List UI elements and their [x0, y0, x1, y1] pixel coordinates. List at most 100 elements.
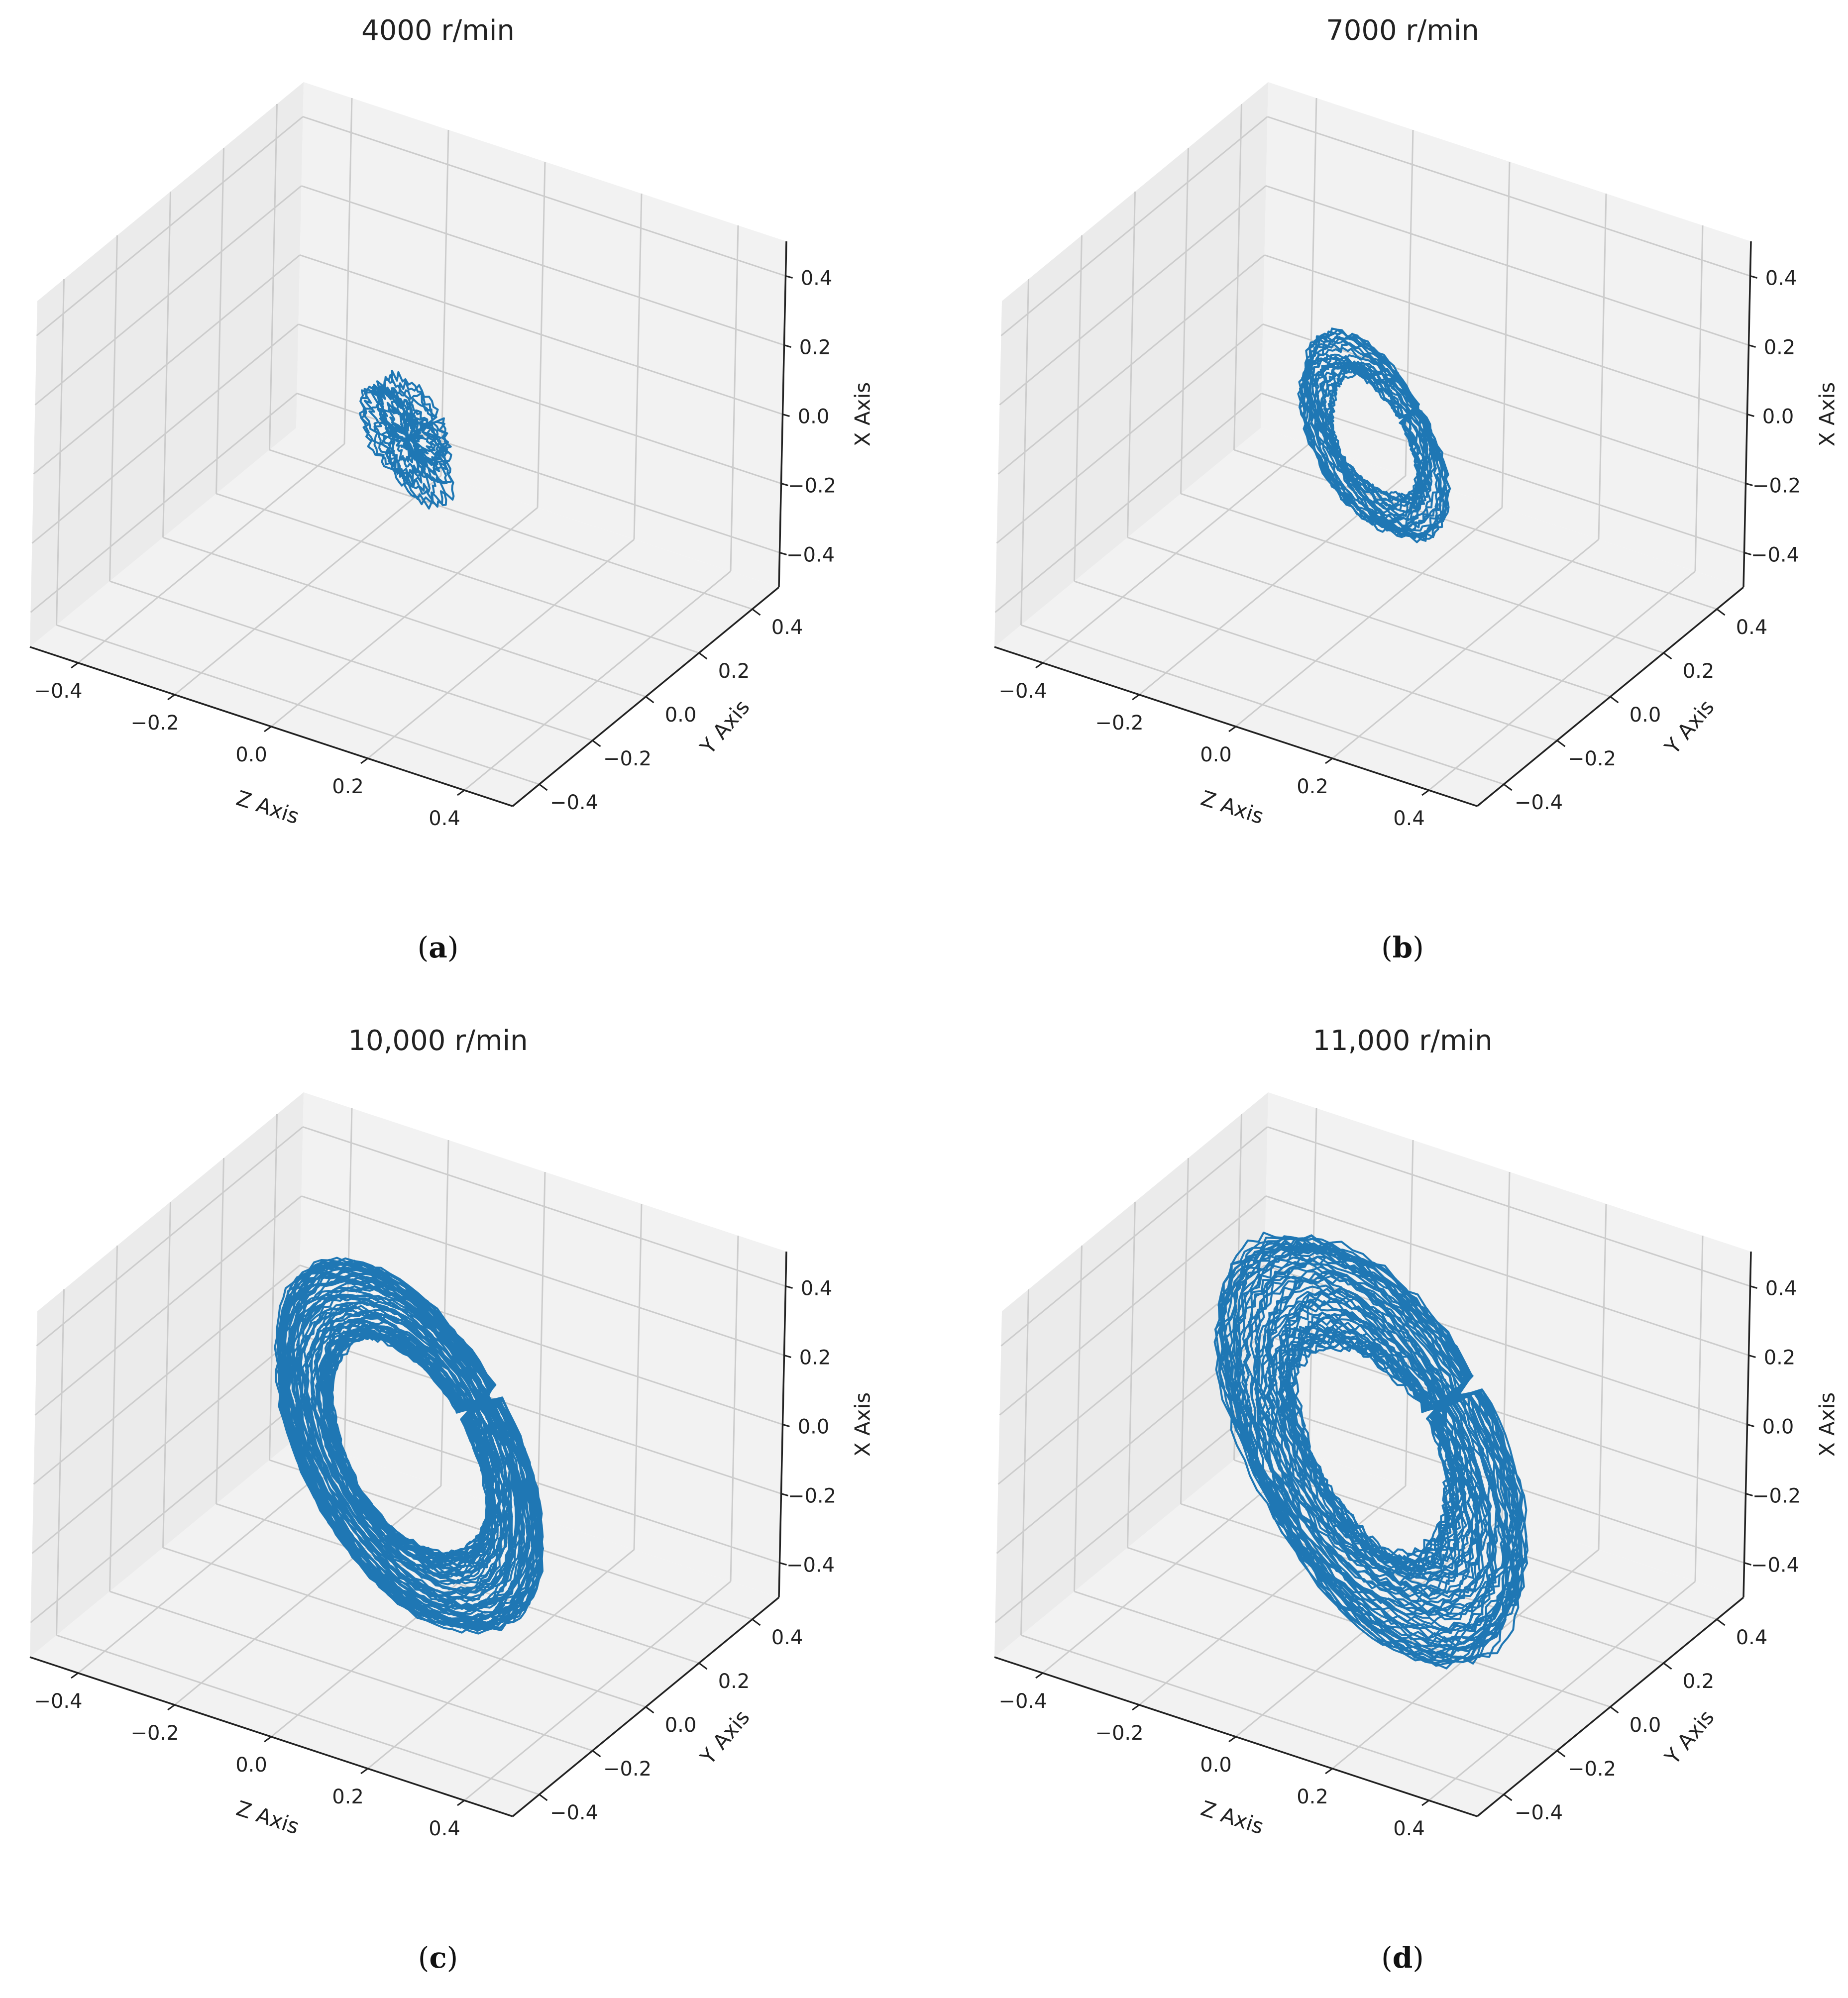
- z-tick: [167, 694, 175, 701]
- x-tick: [1750, 1285, 1757, 1289]
- z-axis-label: Z Axis: [233, 1796, 302, 1839]
- y-tick: [1503, 1793, 1513, 1801]
- x-tick-label: 0.4: [801, 267, 833, 290]
- x-tick-label: −0.4: [1751, 544, 1799, 567]
- panel-a: −0.4−0.20.00.20.4−0.4−0.20.00.20.4−0.4−0…: [29, 14, 875, 830]
- y-axis-label: Y Axis: [695, 695, 754, 759]
- y-tick-label: 0.2: [1683, 660, 1715, 683]
- y-tick-label: 0.4: [1736, 616, 1768, 639]
- y-tick: [1556, 1750, 1566, 1758]
- z-tick-label: 0.4: [1393, 807, 1425, 830]
- x-tick: [779, 552, 787, 555]
- x-tick: [1745, 1493, 1753, 1496]
- z-tick-label: 0.2: [1297, 1786, 1328, 1808]
- trajectory-series: [1213, 1232, 1529, 1670]
- x-tick-label: 0.0: [798, 1416, 830, 1439]
- z-tick: [1228, 1736, 1236, 1743]
- x-tick: [1745, 483, 1753, 486]
- y-tick-label: −0.4: [550, 791, 598, 814]
- y-tick: [592, 1750, 601, 1758]
- x-tick: [784, 1355, 791, 1358]
- x-tick: [782, 414, 790, 417]
- z-tick-label: −0.2: [1095, 1722, 1143, 1745]
- y-tick-label: 0.0: [1630, 1714, 1661, 1737]
- z-tick-label: 0.0: [1200, 1754, 1232, 1777]
- z-tick: [457, 1799, 465, 1806]
- z-axis-label: Z Axis: [1198, 786, 1267, 829]
- x-axis-label: X Axis: [1815, 1392, 1840, 1457]
- y-axis-label: Y Axis: [695, 1705, 754, 1770]
- x-axis-label: X Axis: [1815, 382, 1840, 446]
- y-tick: [539, 783, 548, 791]
- z-tick-label: −0.2: [1095, 712, 1143, 735]
- x-tick-label: 0.2: [799, 1347, 831, 1369]
- panel-d: −0.4−0.20.00.20.4−0.4−0.20.00.20.4−0.4−0…: [994, 1025, 1840, 1840]
- z-tick-label: 0.0: [235, 743, 267, 766]
- z-tick: [1325, 1768, 1333, 1775]
- y-tick: [752, 608, 761, 616]
- z-tick: [71, 1672, 79, 1679]
- z-tick-label: 0.0: [235, 1754, 267, 1777]
- x-tick: [1744, 1562, 1751, 1566]
- gridlines: [30, 98, 786, 791]
- z-tick-label: 0.4: [429, 807, 460, 830]
- y-axis-label: Y Axis: [1659, 1705, 1719, 1770]
- x-tick: [784, 344, 791, 348]
- x-tick-label: 0.0: [1762, 406, 1794, 428]
- x-tick-label: −0.2: [788, 1485, 836, 1508]
- z-axis-label: Z Axis: [1198, 1796, 1267, 1839]
- y-tick: [752, 1618, 761, 1626]
- y-tick-label: 0.2: [1683, 1670, 1715, 1693]
- z-tick-label: 0.2: [332, 1786, 364, 1808]
- z-tick-label: −0.2: [130, 712, 179, 735]
- y-tick: [1663, 652, 1672, 660]
- z-tick: [1325, 757, 1333, 764]
- x-tick: [1748, 1355, 1756, 1358]
- z-tick-label: −0.4: [998, 680, 1047, 703]
- y-tick: [1716, 1618, 1726, 1626]
- x-tick: [1747, 414, 1754, 417]
- z-tick: [360, 757, 368, 764]
- panel-c: −0.4−0.20.00.20.4−0.4−0.20.00.20.4−0.4−0…: [29, 1025, 875, 1840]
- y-tick: [1610, 696, 1619, 704]
- y-tick-label: −0.2: [603, 747, 652, 770]
- x-tick-label: −0.2: [1752, 1485, 1801, 1508]
- x-tick: [785, 1285, 793, 1289]
- panel-label-c: (c): [418, 1941, 458, 1975]
- z-tick-label: −0.4: [34, 680, 82, 703]
- z-tick: [1228, 726, 1236, 733]
- x-tick-label: −0.2: [1752, 475, 1801, 498]
- panel-label-b: (b): [1381, 931, 1424, 964]
- chart-title: 10,000 r/min: [348, 1025, 528, 1057]
- z-tick: [1421, 1799, 1429, 1806]
- z-tick: [1035, 662, 1043, 669]
- trajectory-series: [1297, 327, 1451, 543]
- z-tick: [1421, 789, 1429, 796]
- chart-title: 4000 r/min: [361, 14, 515, 47]
- x-tick: [1750, 275, 1757, 279]
- z-tick: [457, 789, 465, 796]
- z-tick-label: 0.2: [332, 775, 364, 798]
- z-tick-label: 0.2: [1297, 775, 1328, 798]
- z-tick-label: −0.2: [130, 1722, 179, 1745]
- x-tick-label: −0.2: [788, 475, 836, 498]
- y-tick-label: 0.0: [665, 1714, 697, 1737]
- x-tick: [785, 275, 793, 279]
- x-tick-label: −0.4: [1751, 1554, 1799, 1577]
- x-tick-label: −0.4: [786, 1554, 835, 1577]
- y-tick-label: −0.4: [550, 1801, 598, 1824]
- trajectory-series: [359, 370, 455, 510]
- chart-title: 11,000 r/min: [1312, 1025, 1492, 1057]
- panel-b: −0.4−0.20.00.20.4−0.4−0.20.00.20.4−0.4−0…: [994, 14, 1840, 830]
- x-tick: [1747, 1424, 1754, 1427]
- x-tick: [782, 1424, 790, 1427]
- z-tick-label: −0.4: [998, 1690, 1047, 1713]
- panel-label-d: (d): [1381, 1941, 1424, 1975]
- x-axis-label: X Axis: [851, 382, 875, 446]
- y-tick: [1610, 1706, 1619, 1714]
- y-tick-label: 0.4: [1736, 1626, 1768, 1649]
- z-tick: [1132, 1704, 1140, 1711]
- y-tick: [698, 1662, 708, 1670]
- x-tick: [781, 1493, 788, 1496]
